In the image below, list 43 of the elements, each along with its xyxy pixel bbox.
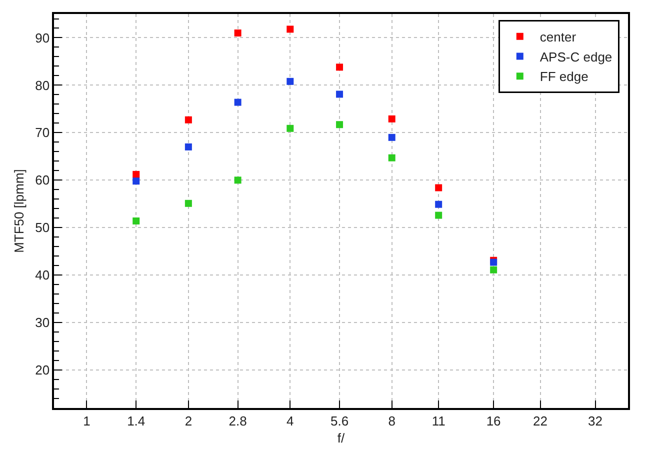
x-tick-label: 1.4 — [127, 413, 146, 428]
legend-label: FF edge — [540, 69, 588, 84]
x-tick-label: 2.8 — [228, 413, 247, 428]
y-tick-label: 20 — [35, 362, 50, 378]
x-tick-label: 16 — [486, 413, 501, 428]
point — [234, 98, 242, 106]
point — [286, 78, 294, 85]
y-axis-title: MTF50 [lpmm] — [12, 169, 27, 253]
point — [132, 217, 140, 224]
x-tick-label: 22 — [533, 413, 548, 428]
y-tick-label: 50 — [35, 220, 50, 236]
x-tick-label: 11 — [432, 413, 446, 428]
point — [286, 124, 294, 132]
point — [132, 170, 140, 178]
y-tick-label: 80 — [35, 78, 50, 93]
point — [286, 26, 294, 33]
y-tick-label: 30 — [35, 315, 50, 330]
y-tick-label: 70 — [35, 125, 50, 140]
x-axis-title: f/ — [337, 430, 345, 446]
x-tick-label: 4 — [286, 413, 294, 428]
point — [336, 121, 344, 128]
point — [388, 134, 396, 141]
point — [490, 266, 498, 274]
x-tick-label: 2 — [184, 413, 192, 428]
x-tick-label: 5.6 — [330, 413, 349, 428]
point — [132, 178, 140, 185]
y-tick-label: 60 — [35, 172, 50, 188]
point — [336, 64, 344, 71]
point — [184, 143, 192, 150]
point — [336, 90, 344, 98]
point — [234, 176, 242, 184]
x-tick-label: 8 — [388, 413, 396, 428]
point — [234, 29, 242, 36]
point — [184, 200, 192, 207]
x-tick-label: 32 — [588, 413, 602, 428]
point — [184, 116, 192, 124]
point — [388, 115, 396, 122]
x-tick-label: 1 — [83, 413, 90, 428]
y-tick-label: 40 — [35, 268, 50, 283]
point — [388, 154, 396, 162]
y-tick-label: 90 — [35, 30, 50, 46]
legend-label: APS-C edge — [540, 49, 612, 64]
legend-label: center — [540, 29, 577, 44]
